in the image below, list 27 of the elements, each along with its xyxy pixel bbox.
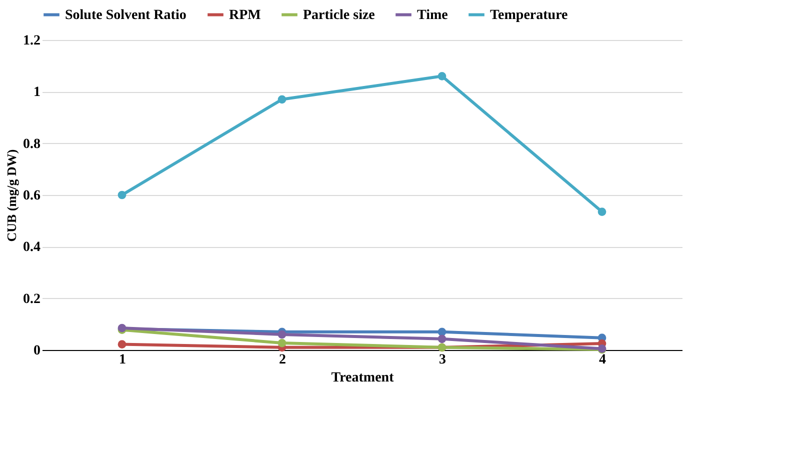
y-axis-title: CUB (mg/g DW) xyxy=(4,149,19,242)
legend-label: Solute Solvent Ratio xyxy=(65,8,186,23)
y-tick-label: 1.2 xyxy=(23,34,40,48)
y-tick-label: 1 xyxy=(34,85,40,100)
y-tick-label: 0 xyxy=(34,344,40,358)
point xyxy=(118,190,126,200)
point xyxy=(438,334,446,344)
point xyxy=(278,95,286,104)
legend-label: Particle size xyxy=(303,8,375,23)
point xyxy=(278,330,286,339)
legend-label: Time xyxy=(417,8,448,23)
y-tick-label: 0.6 xyxy=(23,188,40,204)
point xyxy=(598,208,606,216)
x-tick-label: 1 xyxy=(119,352,126,368)
x-axis-title: Treatment xyxy=(331,370,394,386)
point xyxy=(438,328,446,336)
x-tick-label: 2 xyxy=(279,352,286,368)
y-tick-label: 0.2 xyxy=(23,292,40,307)
y-tick-label: 0.4 xyxy=(23,240,40,256)
point xyxy=(118,340,126,348)
legend-label: Temperature xyxy=(490,8,568,23)
x-tick-label: 3 xyxy=(439,352,446,368)
y-tick-label: 0.8 xyxy=(23,136,40,152)
point xyxy=(438,72,446,80)
point xyxy=(278,338,286,348)
legend-label: RPM xyxy=(229,8,261,23)
x-tick-label: 4 xyxy=(599,352,606,368)
